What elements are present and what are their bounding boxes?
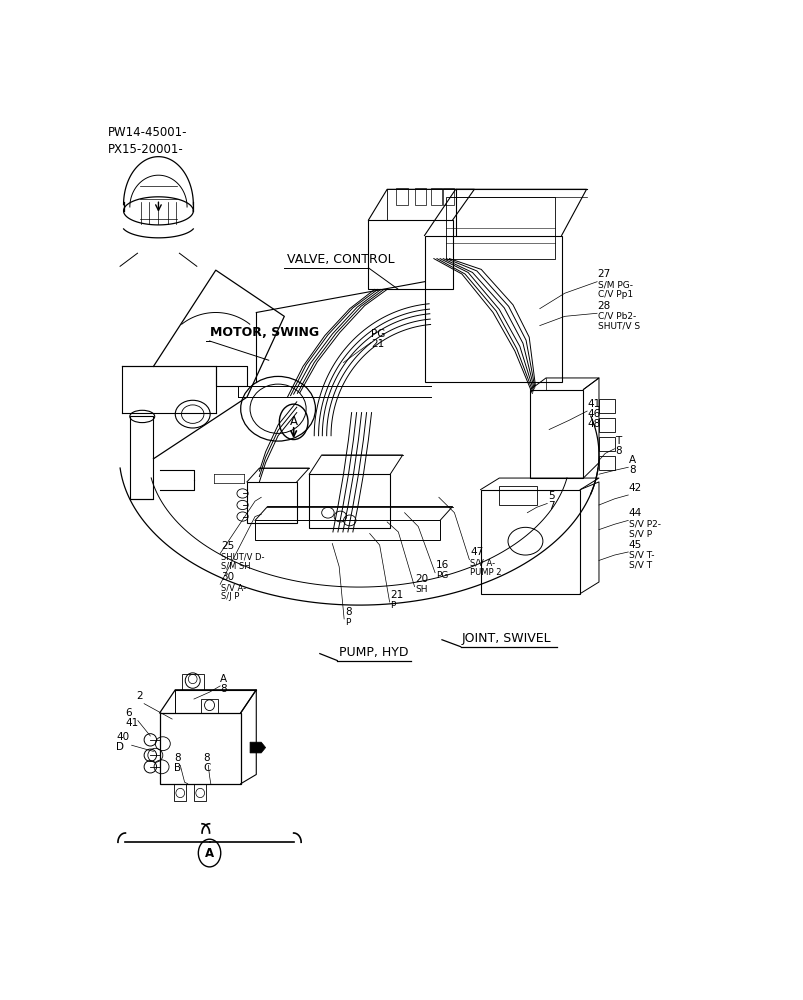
Text: SHUT/V S: SHUT/V S bbox=[597, 322, 639, 331]
Text: MOTOR, SWING: MOTOR, SWING bbox=[210, 326, 318, 339]
Text: C/V Pb2-: C/V Pb2- bbox=[597, 312, 635, 321]
Text: 8: 8 bbox=[628, 465, 634, 475]
Text: JOINT, SWIVEL: JOINT, SWIVEL bbox=[461, 632, 551, 645]
Text: 47: 47 bbox=[470, 547, 483, 557]
Text: PUMP, HYD: PUMP, HYD bbox=[338, 646, 407, 659]
Text: S/V A-: S/V A- bbox=[470, 558, 495, 567]
Text: P: P bbox=[344, 618, 349, 627]
Text: 40: 40 bbox=[116, 732, 129, 742]
Text: SH: SH bbox=[414, 585, 427, 594]
Text: D: D bbox=[116, 742, 124, 752]
Text: SHUT/V D-: SHUT/V D- bbox=[221, 552, 264, 561]
Text: 41: 41 bbox=[125, 718, 138, 728]
Polygon shape bbox=[250, 742, 265, 753]
Text: 8: 8 bbox=[614, 446, 621, 456]
Text: T: T bbox=[614, 436, 621, 446]
Text: S/M SH: S/M SH bbox=[221, 561, 250, 570]
Text: PUMP 2: PUMP 2 bbox=[470, 568, 501, 577]
Text: S/V P: S/V P bbox=[628, 529, 651, 538]
Text: 8: 8 bbox=[344, 607, 351, 617]
Text: 8: 8 bbox=[173, 753, 181, 763]
Text: S/V P2-: S/V P2- bbox=[628, 519, 660, 528]
Text: S/V T: S/V T bbox=[628, 561, 651, 570]
Text: A: A bbox=[220, 674, 227, 684]
Text: P: P bbox=[389, 601, 395, 610]
Text: A: A bbox=[205, 847, 214, 860]
Text: PG: PG bbox=[370, 329, 385, 339]
Text: 44: 44 bbox=[628, 508, 642, 518]
Text: 2: 2 bbox=[137, 691, 143, 701]
Text: 6: 6 bbox=[125, 708, 132, 718]
Text: 41: 41 bbox=[587, 399, 601, 409]
Text: 25: 25 bbox=[221, 541, 234, 551]
Text: 48: 48 bbox=[587, 419, 601, 429]
Text: C: C bbox=[203, 763, 210, 773]
Text: 21: 21 bbox=[370, 339, 384, 349]
Text: A: A bbox=[289, 415, 297, 428]
Text: S/M PG-: S/M PG- bbox=[597, 280, 632, 289]
Text: 45: 45 bbox=[628, 540, 642, 550]
Text: 28: 28 bbox=[597, 301, 610, 311]
Text: 21: 21 bbox=[389, 590, 403, 600]
Text: 42: 42 bbox=[628, 483, 642, 493]
Text: 16: 16 bbox=[435, 560, 448, 570]
Text: A: A bbox=[628, 455, 635, 465]
Text: S/V T-: S/V T- bbox=[628, 551, 654, 560]
Text: PW14-45001-: PW14-45001- bbox=[108, 126, 187, 139]
Text: PX15-20001-: PX15-20001- bbox=[108, 143, 184, 156]
Text: 8: 8 bbox=[203, 753, 210, 763]
Text: C/V Pp1: C/V Pp1 bbox=[597, 290, 632, 299]
Text: 20: 20 bbox=[414, 574, 428, 584]
Text: VALVE, CONTROL: VALVE, CONTROL bbox=[287, 253, 394, 266]
Text: 8: 8 bbox=[220, 684, 226, 694]
Text: 5: 5 bbox=[547, 491, 554, 501]
Text: 46: 46 bbox=[587, 409, 601, 419]
Text: B: B bbox=[173, 763, 181, 773]
Text: 7: 7 bbox=[547, 501, 554, 511]
Text: 30: 30 bbox=[221, 572, 234, 582]
Text: S/J P: S/J P bbox=[221, 592, 238, 601]
Text: 27: 27 bbox=[597, 269, 610, 279]
Text: S/V A-: S/V A- bbox=[221, 583, 246, 592]
Text: PG: PG bbox=[435, 571, 447, 580]
